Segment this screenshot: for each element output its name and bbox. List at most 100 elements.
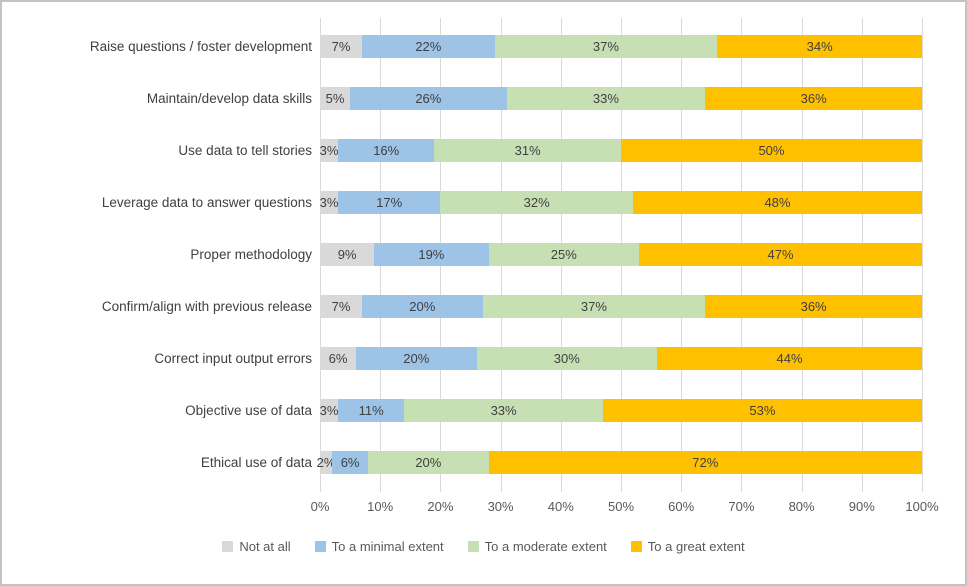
- data-label: 32%: [523, 194, 550, 210]
- bar-segment: 20%: [362, 294, 483, 318]
- data-label: 20%: [415, 454, 442, 470]
- bar-segment: 36%: [705, 86, 922, 110]
- data-label: 6%: [328, 350, 348, 366]
- category-label: Leverage data to answer questions: [101, 194, 312, 210]
- category-label: Correct input output errors: [154, 350, 312, 366]
- category-label: Objective use of data: [185, 402, 312, 418]
- bar-track: 2% 6% 20% 72%: [317, 450, 922, 474]
- bar-segment: 44%: [657, 346, 922, 370]
- chart-row: Leverage data to answer questions 3% 17% 32…: [2, 176, 922, 228]
- x-tick-label: 100%: [905, 499, 939, 514]
- x-tick-label: 70%: [728, 499, 755, 514]
- chart-row: Confirm/align with previous release 7% 20%…: [2, 280, 922, 332]
- bar-track: 9% 19% 25% 47%: [320, 242, 922, 266]
- data-label: 34%: [806, 38, 833, 54]
- chart-row: Ethical use of data 2% 6% 20% 72%: [2, 436, 922, 488]
- data-label: 44%: [776, 350, 803, 366]
- data-label: 20%: [403, 350, 430, 366]
- data-label: 25%: [550, 246, 577, 262]
- x-tick-label: 30%: [487, 499, 514, 514]
- bar-segment: 53%: [602, 398, 922, 422]
- bar-segment: 3%: [319, 398, 339, 422]
- bar-segment: 6%: [320, 346, 357, 370]
- data-label: 5%: [325, 90, 345, 106]
- data-label: 20%: [409, 298, 436, 314]
- bar-track: 3% 11% 33% 53%: [319, 398, 922, 422]
- legend-label: To a minimal extent: [331, 539, 444, 554]
- data-label: 17%: [376, 194, 403, 210]
- x-tick-label: 20%: [427, 499, 454, 514]
- bar-segment: 30%: [476, 346, 658, 370]
- bar-segment: 20%: [356, 346, 477, 370]
- chart-row: Objective use of data 3% 11% 33% 53%: [2, 384, 922, 436]
- x-tick-label: 60%: [668, 499, 695, 514]
- x-tick-label: 90%: [848, 499, 875, 514]
- chart-row: Correct input output errors 6% 20% 30% 44%: [2, 332, 922, 384]
- legend-swatch: [222, 541, 234, 552]
- chart-row: Maintain/develop data skills 5% 26% 33% 36%: [2, 72, 922, 124]
- bar-track: 5% 26% 33% 36%: [320, 86, 922, 110]
- bar-segment: 20%: [368, 450, 489, 474]
- legend-swatch: [630, 541, 642, 552]
- legend-item: Not at all: [222, 539, 291, 554]
- legend-item: To a great extent: [630, 539, 745, 554]
- bar-segment: 11%: [338, 398, 405, 422]
- data-label: 2%: [316, 454, 336, 470]
- bar-segment: 37%: [482, 294, 706, 318]
- bar-segment: 36%: [705, 294, 922, 318]
- legend-swatch: [314, 541, 326, 552]
- x-tick-label: 40%: [547, 499, 574, 514]
- data-label: 72%: [692, 454, 719, 470]
- data-label: 36%: [800, 90, 827, 106]
- bar-segment: 16%: [338, 138, 435, 162]
- bar-segment: 47%: [639, 242, 922, 266]
- bar-segment: 37%: [494, 34, 718, 58]
- data-label: 33%: [592, 90, 619, 106]
- bar-segment: 7%: [320, 294, 363, 318]
- bar-segment: 3%: [320, 190, 338, 214]
- legend-swatch: [467, 541, 479, 552]
- gridline: [922, 18, 923, 492]
- bar-track: 3% 16% 31% 50%: [319, 138, 922, 162]
- bar-segment: 7%: [320, 34, 363, 58]
- data-label: 9%: [337, 246, 357, 262]
- bar-segment: 2%: [317, 450, 335, 474]
- bar-segment: 33%: [506, 86, 706, 110]
- data-label: 19%: [418, 246, 445, 262]
- data-label: 7%: [331, 298, 351, 314]
- data-label: 31%: [514, 142, 541, 158]
- data-label: 3%: [319, 402, 339, 418]
- bar-segment: 72%: [488, 450, 922, 474]
- bar-track: 7% 22% 37% 34%: [320, 34, 922, 58]
- data-label: 50%: [758, 142, 785, 158]
- category-label: Raise questions / foster development: [89, 38, 312, 54]
- data-label: 30%: [553, 350, 580, 366]
- chart-legend: Not at all To a minimal extent To a modera…: [2, 539, 965, 554]
- bar-segment: 19%: [374, 242, 489, 266]
- data-label: 26%: [415, 90, 442, 106]
- bar-segment: 32%: [440, 190, 633, 214]
- bar-track: 7% 20% 37% 36%: [320, 294, 922, 318]
- chart-row: Raise questions / foster development 7% 22…: [2, 20, 922, 72]
- data-label: 16%: [373, 142, 400, 158]
- x-tick-label: 0%: [310, 499, 330, 514]
- category-label: Confirm/align with previous release: [101, 298, 312, 314]
- x-tick-label: 50%: [607, 499, 635, 514]
- category-label: Maintain/develop data skills: [146, 90, 312, 106]
- data-label: 36%: [800, 298, 827, 314]
- bar-track: 3% 17% 32% 48%: [320, 190, 922, 214]
- bar-segment: 3%: [319, 138, 339, 162]
- data-label: 47%: [767, 246, 794, 262]
- data-label: 6%: [340, 454, 360, 470]
- data-label: 22%: [415, 38, 442, 54]
- chart-row: Use data to tell stories 3% 16% 31% 50%: [2, 124, 922, 176]
- data-label: 37%: [580, 298, 607, 314]
- legend-label: To a moderate extent: [484, 539, 607, 554]
- x-tick-label: 80%: [788, 499, 815, 514]
- bar-segment: 33%: [404, 398, 603, 422]
- bar-segment: 25%: [488, 242, 640, 266]
- bar-chart-rows: Raise questions / foster development 7% 22…: [2, 20, 922, 488]
- data-label: 3%: [319, 142, 339, 158]
- bar-segment: 50%: [620, 138, 922, 162]
